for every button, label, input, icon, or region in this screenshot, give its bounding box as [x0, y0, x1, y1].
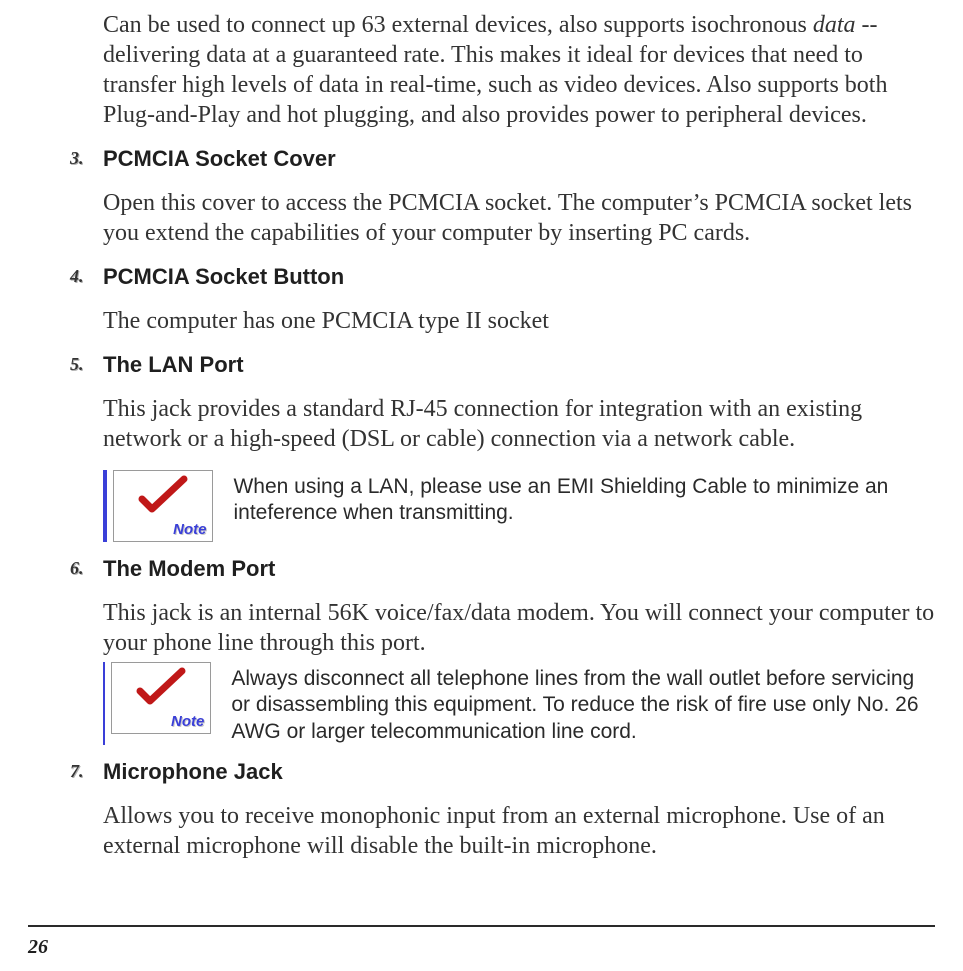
footer-divider: [28, 925, 935, 927]
list-item: 5. 5. The LAN Port: [70, 352, 937, 378]
checkmark-icon: [138, 475, 188, 515]
list-heading: The LAN Port: [103, 352, 244, 378]
paragraph: Allows you to receive monophonic input f…: [103, 801, 937, 861]
note-callout: Note When using a LAN, please use an EMI…: [103, 470, 937, 542]
text-run: Can be used to connect up 63 external de…: [103, 12, 813, 38]
note-text: Always disconnect all telephone lines fr…: [231, 662, 937, 745]
list-heading: Microphone Jack: [103, 759, 283, 785]
note-icon: Note: [113, 470, 213, 542]
list-item: 3. 3. PCMCIA Socket Cover: [70, 146, 937, 172]
paragraph: This jack provides a standard RJ-45 conn…: [103, 394, 937, 454]
list-item: 4. 4. PCMCIA Socket Button: [70, 264, 937, 290]
text-run-italic: data: [813, 12, 856, 38]
note-text: When using a LAN, please use an EMI Shie…: [233, 470, 937, 527]
paragraph-intro: Can be used to connect up 63 external de…: [103, 10, 937, 130]
paragraph: This jack is an internal 56K voice/fax/d…: [103, 598, 937, 658]
list-heading: The Modem Port: [103, 556, 275, 582]
list-item: 6. 6. The Modem Port: [70, 556, 937, 582]
note-accent-bar: [103, 470, 107, 542]
list-item: 7. 7. Microphone Jack: [70, 759, 937, 785]
paragraph: Open this cover to access the PCMCIA soc…: [103, 188, 937, 248]
document-page: Can be used to connect up 63 external de…: [0, 0, 963, 971]
list-number: 3. 3.: [70, 148, 84, 168]
page-number: 26: [28, 936, 48, 959]
list-number: 5. 5.: [70, 354, 84, 374]
list-heading: PCMCIA Socket Cover: [103, 146, 336, 172]
list-number: 7. 7.: [70, 761, 84, 781]
note-label: Note: [116, 714, 206, 729]
list-number: 4. 4.: [70, 266, 84, 286]
note-label: Note: [118, 522, 208, 537]
checkmark-icon: [136, 667, 186, 707]
list-number: 6. 6.: [70, 558, 84, 578]
paragraph: The computer has one PCMCIA type II sock…: [103, 306, 937, 336]
note-icon: Note: [111, 662, 211, 734]
note-accent-bar: [103, 662, 105, 745]
list-heading: PCMCIA Socket Button: [103, 264, 344, 290]
note-callout: Note Always disconnect all telephone lin…: [103, 662, 937, 745]
